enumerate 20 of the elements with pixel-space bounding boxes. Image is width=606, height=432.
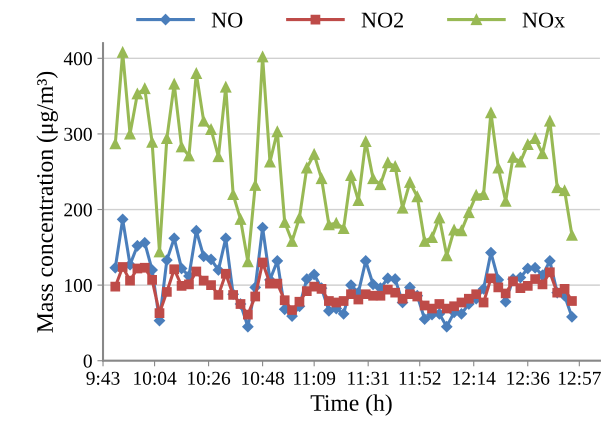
y-tick-label: 400	[64, 52, 92, 66]
y-tick-label: 300	[64, 128, 92, 141]
x-tick-label: 10:26	[188, 372, 230, 385]
legend-label: NOx	[522, 12, 565, 28]
y-tick-label: 100	[65, 278, 92, 292]
x-tick-label: 9:43	[86, 372, 120, 385]
x-tick-label: 12:36	[507, 372, 550, 385]
y-tick-label: 0	[84, 354, 92, 368]
x-tick-label: 11:52	[400, 372, 440, 385]
x-axis-title: Time (h)	[310, 394, 392, 416]
x-tick-label: 12:57	[558, 372, 601, 385]
x-tick-label: 11:09	[294, 372, 336, 385]
legend-label: NO2	[362, 12, 403, 28]
legend-label: NO	[212, 12, 242, 28]
x-tick-label: 11:31	[348, 372, 389, 385]
x-tick-label: 10:48	[242, 372, 284, 385]
x-tick-label: 12:14	[453, 372, 496, 385]
y-axis-title: Mass concentration (μg/m³)	[36, 72, 58, 332]
y-tick-label: 200	[64, 203, 92, 216]
x-tick-label: 10:04	[134, 372, 176, 385]
